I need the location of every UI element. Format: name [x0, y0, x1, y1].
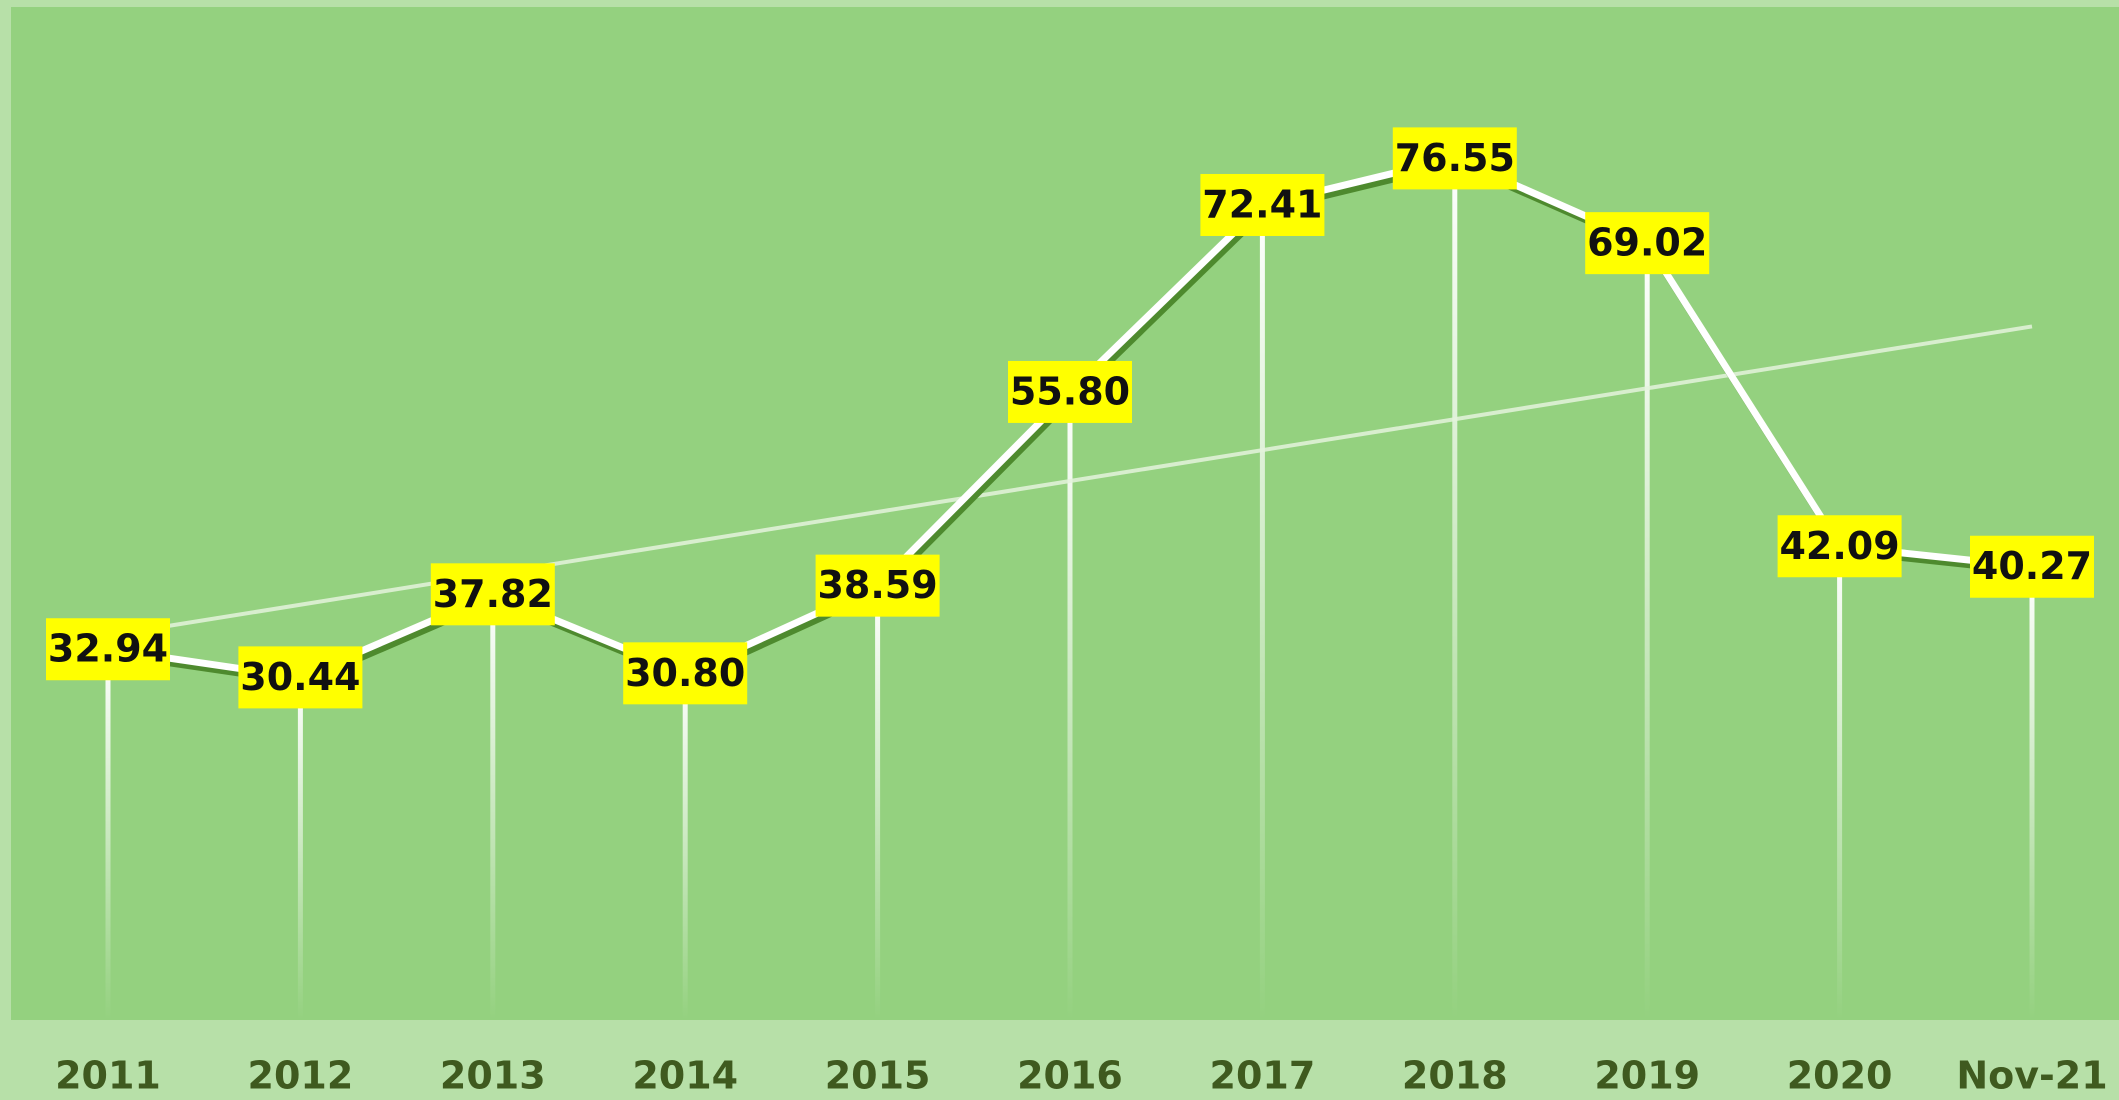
x-tick-label: 2013	[440, 1054, 546, 1098]
data-label-box	[1200, 173, 1325, 236]
drop-line	[1837, 546, 1843, 1020]
data-label: 69.02	[1587, 221, 1707, 265]
drop-line	[1452, 158, 1458, 1021]
drop-line	[1259, 204, 1265, 1020]
data-label: 42.09	[1779, 524, 1899, 568]
data-label-box	[1970, 535, 2094, 598]
x-tick-label: 2012	[248, 1054, 354, 1098]
data-label-box	[430, 563, 555, 626]
x-tick-label: 2011	[55, 1054, 161, 1098]
data-label: 30.44	[240, 655, 360, 699]
data-label: 76.55	[1395, 136, 1515, 180]
data-label: 38.59	[817, 563, 937, 607]
data-label: 55.80	[1010, 369, 1130, 413]
drop-line	[490, 594, 496, 1020]
data-label: 40.27	[1972, 544, 2092, 588]
drop-line	[1644, 243, 1650, 1021]
drop-line	[875, 585, 881, 1020]
x-tick-label: 2015	[825, 1054, 931, 1098]
x-tick-label: 2016	[1017, 1054, 1123, 1098]
trend-line	[107, 324, 2033, 638]
data-label-box	[1392, 127, 1517, 190]
drop-line	[2029, 566, 2035, 1020]
drop-line	[105, 649, 111, 1020]
x-tick-label: Nov-21	[1956, 1054, 2107, 1098]
x-tick-label: 2014	[632, 1054, 738, 1098]
data-label-box	[623, 642, 748, 705]
data-label: 72.41	[1202, 182, 1322, 226]
data-label-box	[1777, 515, 1902, 578]
drop-line	[682, 673, 688, 1020]
x-tick-label: 2019	[1594, 1054, 1700, 1098]
drop-line	[297, 677, 303, 1020]
data-label: 32.94	[48, 627, 168, 671]
x-tick-label: 2018	[1402, 1054, 1508, 1098]
x-tick-label: 2020	[1787, 1054, 1893, 1098]
data-label-box	[815, 554, 940, 617]
data-label: 37.82	[433, 572, 553, 616]
x-tick-label: 2017	[1210, 1054, 1316, 1098]
data-label: 30.80	[625, 651, 745, 695]
data-label-box	[46, 618, 170, 681]
data-label-box	[1008, 360, 1132, 423]
drop-line	[1067, 391, 1073, 1020]
plot-area	[11, 7, 2119, 1020]
data-label-box	[1585, 212, 1710, 275]
data-label-box	[238, 646, 363, 709]
